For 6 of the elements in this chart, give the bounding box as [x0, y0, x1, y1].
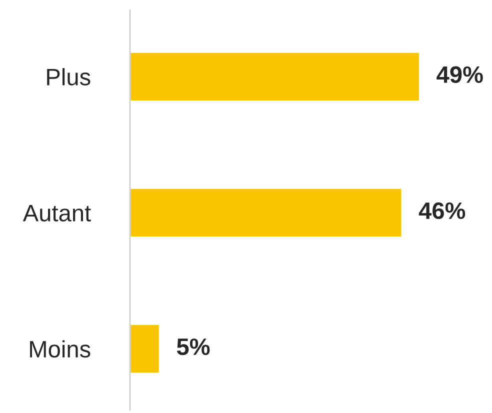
- data-label: 5%: [176, 338, 210, 356]
- y-tick-label: Plus: [47, 68, 90, 86]
- data-label: 49%: [436, 66, 483, 84]
- y-tick-label: Moins: [30, 340, 90, 358]
- y-tick-label: Autant: [22, 205, 91, 222]
- data-label: 46%: [418, 202, 466, 220]
